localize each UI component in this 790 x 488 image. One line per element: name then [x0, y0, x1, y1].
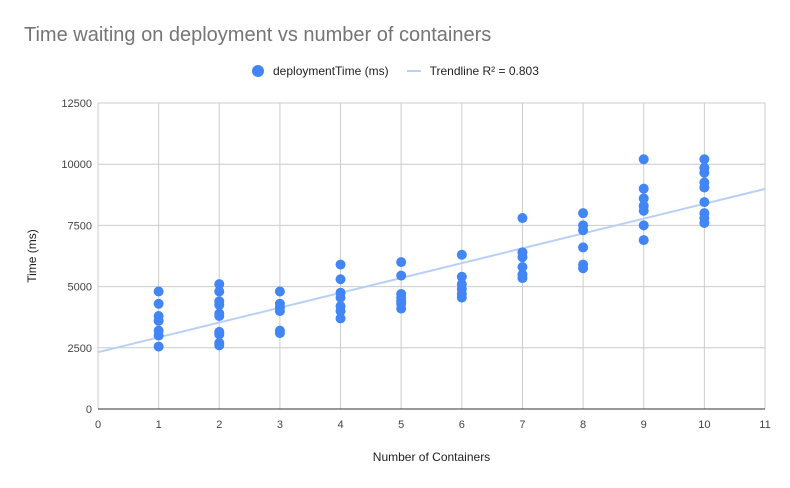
y-tick-label: 0: [86, 404, 92, 416]
data-point: [638, 220, 649, 231]
data-point: [638, 235, 649, 246]
data-point: [456, 292, 467, 303]
legend-label-deployment-time: deploymentTime (ms): [273, 64, 389, 78]
legend-item-trendline[interactable]: Trendline R² = 0.803: [406, 64, 539, 78]
y-tick-label: 2500: [68, 343, 92, 355]
data-point: [214, 340, 225, 351]
data-point: [456, 271, 467, 282]
data-point: [638, 183, 649, 194]
y-tick-label: 10000: [61, 159, 92, 171]
data-points: [153, 154, 710, 352]
data-point: [396, 303, 407, 314]
data-point: [153, 341, 164, 352]
data-point: [396, 270, 407, 281]
x-tick-label: 1: [156, 419, 162, 431]
data-point: [638, 205, 649, 216]
data-point: [274, 286, 285, 297]
data-point: [153, 330, 164, 341]
x-tick-label: 4: [337, 419, 343, 431]
x-axis-label: Number of Containers: [373, 450, 490, 464]
x-tick-label: 0: [95, 419, 101, 431]
data-point: [638, 193, 649, 204]
data-point: [274, 328, 285, 339]
data-point: [214, 279, 225, 290]
x-tick-label: 9: [641, 419, 647, 431]
data-point: [578, 225, 589, 236]
axes: 0 2500 5000 7500 10000 12500 0 1 2 3 4 5 6 7 8 9 10 11: [61, 98, 770, 431]
chart-title: Time waiting on deployment vs number of …: [24, 24, 492, 46]
legend: deploymentTime (ms) Trendline R² = 0.803: [252, 64, 557, 78]
data-point: [274, 306, 285, 317]
gridlines: [97, 102, 766, 409]
data-point: [396, 257, 407, 268]
y-tick-label: 7500: [68, 220, 92, 232]
data-point: [214, 329, 225, 340]
trendline: [97, 187, 766, 354]
data-point: [214, 310, 225, 321]
data-point: [335, 313, 346, 324]
data-point: [153, 298, 164, 309]
x-tick-label: 3: [277, 419, 283, 431]
data-point: [699, 217, 710, 228]
trendline-layer: [97, 187, 766, 354]
data-point: [153, 286, 164, 297]
data-point: [699, 154, 710, 165]
data-point: [517, 252, 528, 263]
data-point: [335, 292, 346, 303]
x-tick-label: 2: [216, 419, 222, 431]
x-tick-label: 8: [580, 419, 586, 431]
data-point: [456, 249, 467, 260]
x-tick-label: 6: [459, 419, 465, 431]
legend-marker-dot: [252, 65, 264, 77]
data-point: [578, 242, 589, 253]
data-point: [699, 197, 710, 208]
legend-label-trendline: Trendline R² = 0.803: [429, 64, 539, 78]
data-point: [578, 263, 589, 274]
data-point: [335, 259, 346, 270]
data-point: [699, 167, 710, 178]
legend-marker-line: [406, 70, 421, 72]
data-point: [638, 154, 649, 165]
y-tick-label: 12500: [61, 98, 92, 110]
x-tick-label: 11: [759, 419, 770, 431]
legend-item-deployment-time[interactable]: deploymentTime (ms): [252, 64, 389, 78]
data-point: [335, 306, 346, 317]
y-axis-label: Time (ms): [25, 229, 39, 283]
data-point: [153, 315, 164, 326]
data-point: [517, 213, 528, 224]
data-point: [578, 208, 589, 219]
data-point: [214, 299, 225, 310]
x-tick-label: 10: [698, 419, 710, 431]
data-point: [517, 262, 528, 273]
y-tick-label: 5000: [68, 282, 92, 294]
x-tick-label: 7: [519, 419, 525, 431]
data-point: [517, 273, 528, 284]
data-point: [214, 286, 225, 297]
data-point: [699, 182, 710, 193]
data-point: [335, 274, 346, 285]
x-tick-label: 5: [398, 419, 404, 431]
